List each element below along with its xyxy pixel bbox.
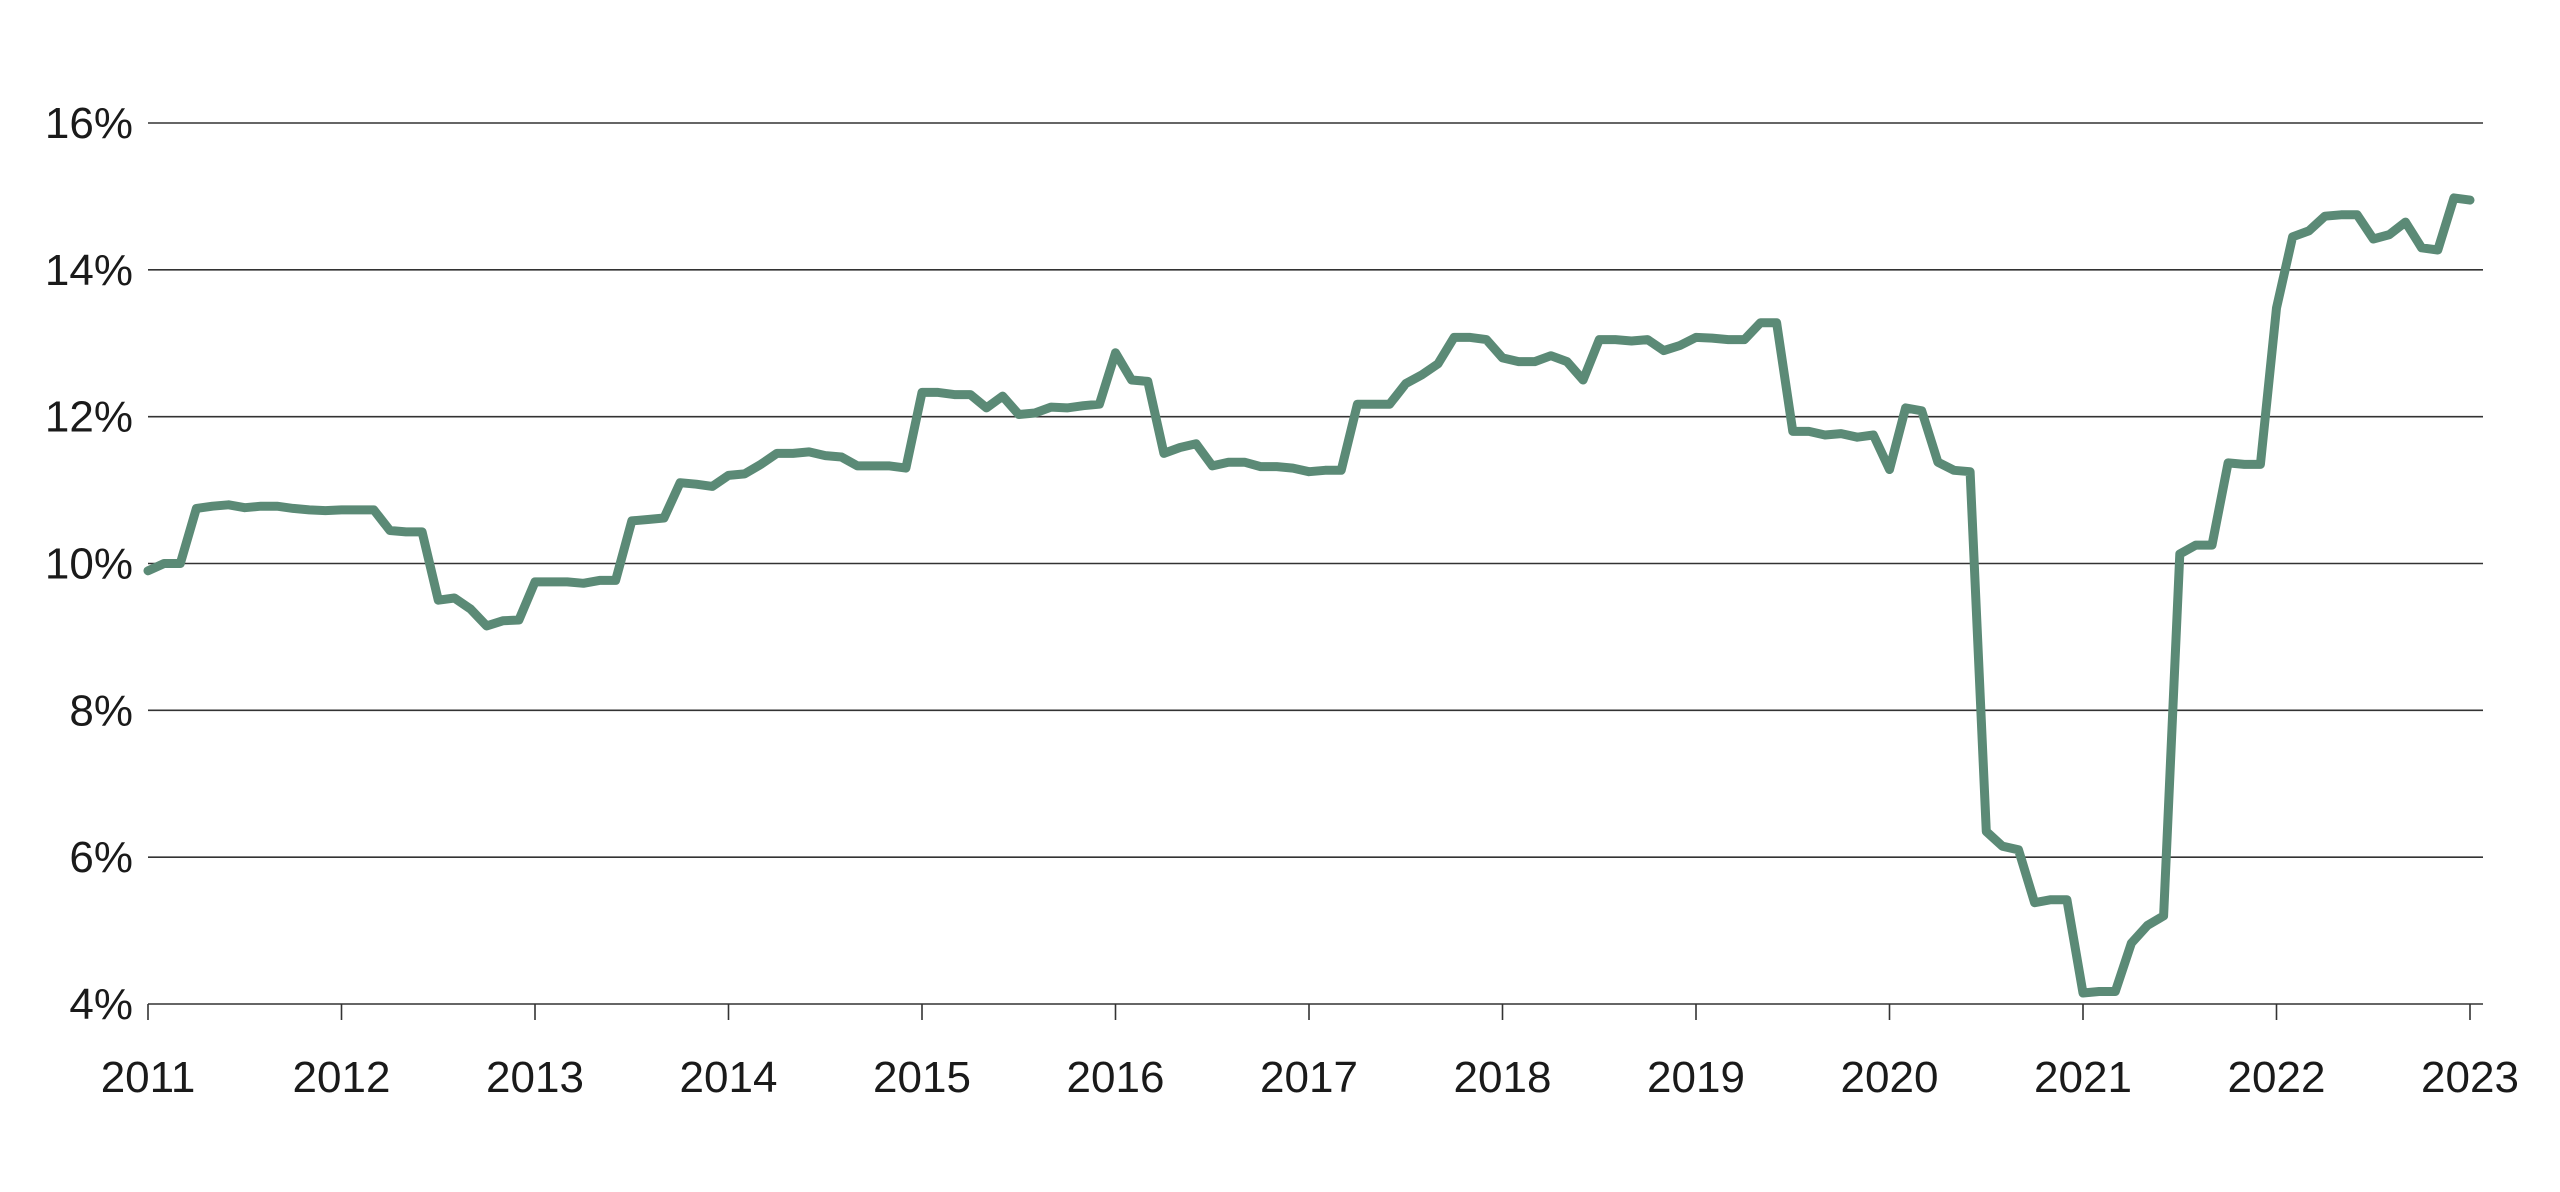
x-tick-label: 2017: [1260, 1053, 1358, 1102]
series-line: [143, 193, 2475, 998]
x-tick-marks: [147, 1004, 2471, 1020]
series-group: [143, 193, 2475, 998]
y-tick-label: 4%: [69, 980, 133, 1029]
x-tick-label: 2013: [486, 1053, 584, 1102]
x-tick-label: 2023: [2421, 1053, 2519, 1102]
x-tick-label: 2011: [101, 1053, 196, 1102]
x-tick-label: 2021: [2034, 1053, 2132, 1102]
y-tick-label: 12%: [45, 393, 133, 442]
y-tick-label: 16%: [45, 99, 133, 148]
y-tick-label: 14%: [45, 246, 133, 295]
x-tick-label: 2016: [1067, 1053, 1165, 1102]
y-tick-labels: 4% 6% 8% 10% 12% 14% 16%: [45, 99, 133, 1029]
x-tick-label: 2019: [1647, 1053, 1745, 1102]
x-tick-label: 2022: [2228, 1053, 2326, 1102]
x-tick-label: 2012: [293, 1053, 391, 1102]
x-tick-label: 2015: [873, 1053, 971, 1102]
x-tick-label: 2020: [1841, 1053, 1939, 1102]
y-tick-label: 8%: [69, 686, 133, 735]
y-tick-label: 10%: [45, 540, 133, 589]
x-tick-label: 2018: [1454, 1053, 1552, 1102]
x-tick-labels: 2011 2012 2013 2014 2015 2016 2017 2018 2019 2020…: [101, 1053, 2519, 1102]
x-tick-label: 2014: [680, 1053, 778, 1102]
y-gridlines: [148, 122, 2483, 858]
y-tick-label: 6%: [69, 833, 133, 882]
